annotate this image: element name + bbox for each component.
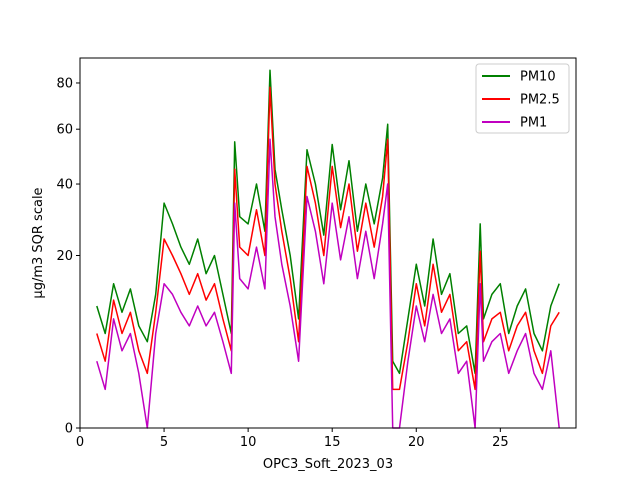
legend-label: PM10 (520, 70, 556, 85)
series-line-pm10 (96, 69, 560, 375)
x-tick-label: 20 (408, 435, 425, 450)
y-ticks: 0 20 40 60 80 (56, 76, 80, 437)
x-tick-label: 0 (76, 435, 84, 450)
x-ticks: 0 5 10 15 20 25 (76, 428, 509, 450)
y-axis-label: µg/m3 SQR scale (31, 187, 46, 298)
legend: PM10 PM2.5 PM1 (475, 63, 570, 134)
x-tick-label: 15 (324, 435, 341, 450)
x-tick-label: 5 (160, 435, 168, 450)
y-tick-label: 80 (56, 76, 73, 91)
x-axis-label: OPC3_Soft_2023_03 (263, 457, 393, 472)
legend-label: PM2.5 (520, 93, 560, 108)
series-layer (96, 69, 560, 429)
y-tick-label: 20 (56, 249, 73, 264)
x-tick-label: 25 (492, 435, 509, 450)
y-tick-label: 60 (56, 123, 73, 138)
legend-box (475, 63, 570, 134)
axes-layer (79, 57, 577, 429)
plot-frame (79, 57, 577, 429)
y-tick-label: 40 (56, 178, 73, 193)
y-tick-label: 0 (65, 422, 73, 437)
series-line-pm1 (96, 138, 560, 429)
legend-label: PM1 (520, 116, 547, 131)
series-line-pm25 (96, 86, 560, 391)
x-tick-label: 10 (240, 435, 257, 450)
